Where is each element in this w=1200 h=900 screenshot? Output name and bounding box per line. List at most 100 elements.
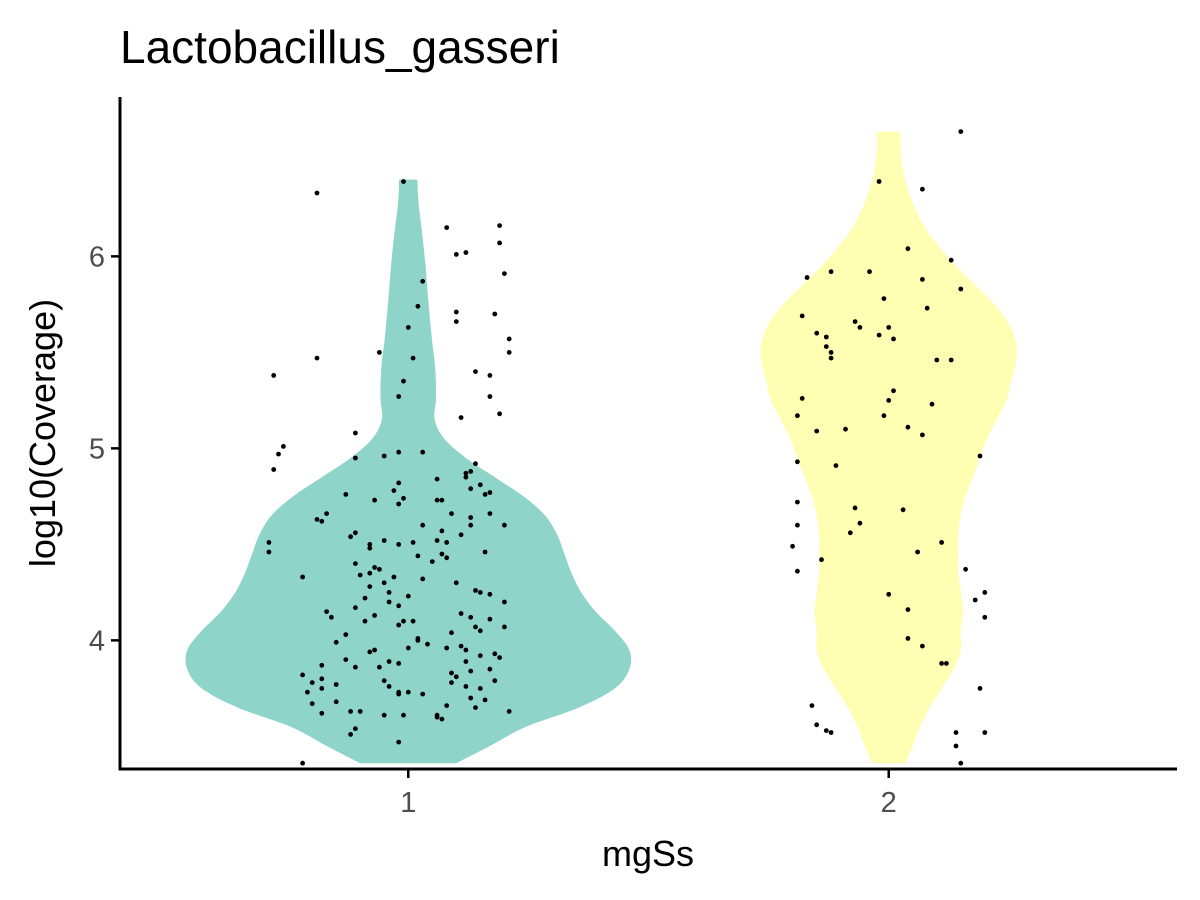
data-point-1-48 — [372, 497, 377, 503]
data-point-1-10 — [453, 309, 459, 315]
data-point-2-26 — [886, 398, 892, 403]
data-point-1-83 — [300, 574, 305, 580]
data-point-1-124 — [367, 649, 373, 655]
data-point-1-134 — [377, 664, 382, 670]
data-point-2-21 — [828, 350, 834, 355]
data-point-2-12 — [799, 313, 805, 319]
data-point-1-123 — [372, 647, 377, 653]
data-point-1-41 — [477, 482, 483, 488]
data-point-2-36 — [795, 459, 800, 465]
data-point-1-96 — [386, 599, 392, 605]
data-point-2-64 — [982, 730, 988, 735]
data-point-1-148 — [477, 686, 483, 691]
data-point-2-51 — [886, 591, 892, 597]
data-point-1-153 — [420, 691, 426, 697]
data-point-2-42 — [857, 520, 863, 526]
data-point-1-67 — [410, 540, 416, 545]
data-point-1-168 — [401, 712, 406, 718]
data-point-2-7 — [867, 269, 872, 275]
data-point-2-29 — [795, 413, 800, 419]
data-point-1-78 — [429, 559, 435, 564]
data-point-1-5 — [497, 223, 502, 229]
data-point-1-19 — [473, 369, 478, 374]
data-point-2-62 — [823, 728, 829, 733]
data-point-1-66 — [381, 538, 387, 543]
data-point-2-40 — [900, 507, 906, 513]
data-point-1-79 — [353, 561, 358, 566]
data-point-2-54 — [982, 614, 988, 620]
data-point-1-142 — [492, 678, 498, 684]
data-point-1-161 — [357, 709, 363, 714]
data-point-1-44 — [391, 488, 397, 493]
data-point-2-23 — [934, 357, 940, 363]
data-point-2-46 — [915, 549, 920, 555]
data-point-1-31 — [396, 449, 402, 455]
data-point-2-9 — [958, 286, 964, 292]
data-point-1-118 — [425, 641, 430, 647]
data-point-1-76 — [415, 553, 421, 559]
data-point-1-21 — [271, 373, 277, 378]
data-point-1-159 — [444, 703, 450, 708]
y-tick-label-4: 4 — [89, 625, 105, 657]
data-point-1-92 — [386, 590, 392, 595]
data-point-1-18 — [410, 355, 416, 361]
data-point-1-113 — [449, 630, 454, 636]
data-point-1-150 — [305, 689, 310, 695]
violin-1 — [185, 179, 632, 764]
data-point-1-12 — [453, 319, 459, 324]
data-point-2-67 — [958, 760, 964, 766]
data-point-2-60 — [809, 703, 815, 708]
data-point-2-61 — [814, 722, 820, 728]
data-point-1-85 — [391, 574, 397, 580]
data-point-1-73 — [266, 549, 272, 555]
data-point-2-32 — [905, 424, 911, 430]
data-point-2-49 — [963, 566, 968, 572]
data-point-1-37 — [463, 470, 469, 476]
data-point-1-25 — [497, 411, 502, 417]
data-point-2-34 — [814, 428, 820, 434]
data-point-2-65 — [953, 730, 959, 735]
data-point-1-152 — [405, 689, 411, 695]
data-point-2-13 — [852, 319, 858, 324]
data-point-1-26 — [458, 415, 464, 420]
data-point-1-167 — [434, 714, 440, 720]
data-point-2-19 — [891, 336, 896, 342]
data-point-1-40 — [396, 480, 402, 486]
data-point-1-60 — [420, 522, 426, 528]
data-point-1-130 — [463, 659, 469, 664]
data-point-1-110 — [502, 624, 507, 630]
data-point-1-7 — [502, 271, 507, 276]
data-point-1-69 — [396, 542, 402, 547]
data-point-2-2 — [920, 186, 925, 192]
violin-2 — [760, 131, 1017, 764]
data-point-1-45 — [343, 492, 349, 497]
data-point-1-74 — [482, 549, 488, 555]
data-point-2-28 — [799, 396, 805, 401]
data-point-1-81 — [377, 566, 382, 572]
data-point-1-14 — [506, 336, 512, 342]
data-point-1-72 — [367, 545, 373, 551]
data-point-1-128 — [343, 657, 349, 662]
y-tick-label-6: 6 — [89, 241, 105, 273]
data-point-1-131 — [396, 661, 402, 666]
data-point-1-17 — [314, 355, 320, 361]
data-point-1-35 — [271, 467, 277, 472]
data-point-1-38 — [463, 474, 469, 480]
data-point-1-129 — [386, 659, 392, 664]
data-point-2-30 — [881, 413, 887, 419]
data-point-1-6 — [497, 240, 502, 246]
data-point-1-55 — [468, 515, 474, 520]
data-point-1-108 — [410, 618, 416, 624]
x-tick-label-1: 1 — [400, 787, 416, 819]
data-point-1-158 — [309, 701, 315, 707]
data-point-1-103 — [329, 614, 334, 620]
x-axis-label: mgSs — [602, 833, 694, 874]
data-point-2-1 — [876, 179, 882, 184]
data-point-1-15 — [377, 350, 382, 355]
data-point-1-173 — [300, 760, 305, 766]
data-point-1-28 — [281, 444, 286, 449]
data-point-1-170 — [353, 726, 358, 732]
data-point-2-52 — [982, 590, 988, 595]
data-point-2-56 — [920, 643, 925, 649]
data-point-2-58 — [944, 661, 949, 666]
